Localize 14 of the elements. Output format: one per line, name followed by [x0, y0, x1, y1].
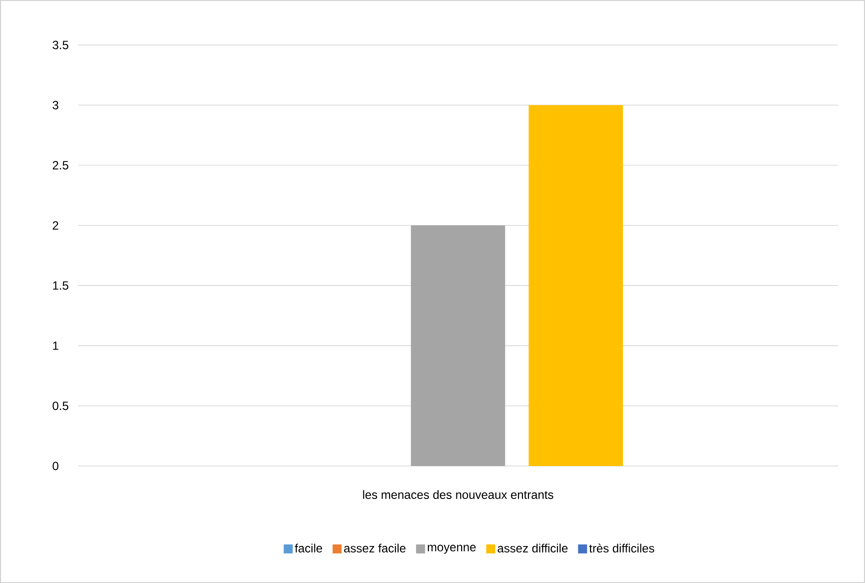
y-tick-label: 0 — [52, 462, 58, 470]
legend-label: très difficiles — [589, 544, 654, 553]
x-tick-label: les menaces des nouveaux entrants — [363, 490, 554, 499]
legend-label: assez facile — [344, 544, 406, 552]
y-tick-label: 3.5 — [52, 40, 68, 50]
legend-label: moyenne — [428, 544, 476, 554]
y-tick-label: 1.5 — [53, 281, 68, 290]
y-tick-label: 3 — [52, 100, 58, 110]
legend-label: assez difficile — [498, 544, 568, 552]
y-tick-label: 2 — [52, 221, 58, 230]
legend-label: facile — [294, 544, 322, 552]
y-tick-label: 1 — [53, 342, 58, 350]
y-tick-label: 2.5 — [52, 161, 68, 170]
y-tick-label: 0.5 — [52, 402, 68, 410]
